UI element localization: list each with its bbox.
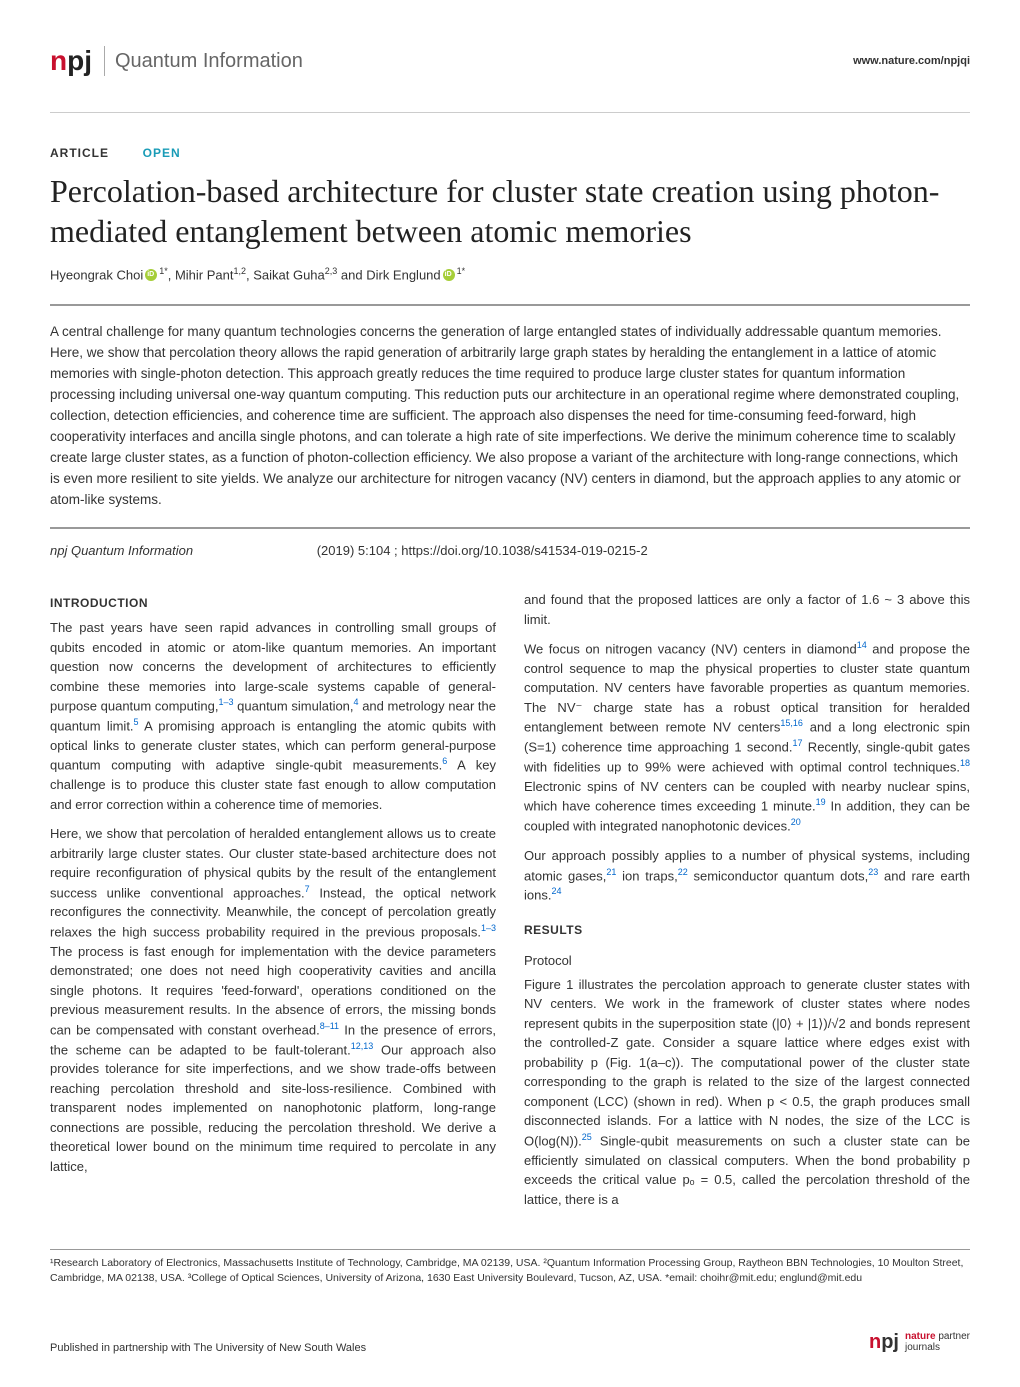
author-affil-sup: 1,2 (233, 266, 246, 276)
citation-ref: 23 (868, 867, 878, 877)
body-paragraph: We focus on nitrogen vacancy (NV) center… (524, 639, 970, 836)
author-list: Hyeongrak Choi1*, Mihir Pant1,2, Saikat … (50, 265, 970, 285)
affiliations: ¹Research Laboratory of Electronics, Mas… (50, 1249, 970, 1286)
header-divider (50, 112, 970, 113)
citation-ref: 24 (551, 886, 561, 896)
footer-npj-logo: npj (869, 1327, 899, 1357)
journal-logo: npj Quantum Information (50, 40, 303, 82)
body-paragraph: Here, we show that percolation of herald… (50, 824, 496, 1176)
body-paragraph: Figure 1 illustrates the percolation app… (524, 975, 970, 1209)
site-url: www.nature.com/npjqi (853, 53, 970, 70)
article-title: Percolation-based architecture for clust… (50, 171, 970, 251)
body-columns: INTRODUCTION The past years have seen ra… (50, 590, 970, 1219)
logo-npj: npj (50, 40, 92, 82)
subsection-heading-protocol: Protocol (524, 951, 970, 971)
orcid-icon (443, 269, 455, 281)
citation-ref: 20 (791, 817, 801, 827)
citation-ref: 25 (582, 1132, 592, 1142)
citation-ref: 1–3 (218, 697, 233, 707)
author-name: , Mihir Pant (168, 267, 234, 282)
article-label: ARTICLE (50, 146, 109, 160)
author-name: Hyeongrak Choi (50, 267, 143, 282)
orcid-icon (145, 269, 157, 281)
citation-ref: 15,16 (780, 718, 803, 728)
footer-partner-text: nature partnerjournals (905, 1331, 970, 1353)
citation-ref: 22 (678, 867, 688, 877)
citation-ref: 14 (857, 640, 867, 650)
page-footer: Published in partnership with The Univer… (50, 1327, 970, 1357)
section-heading-results: RESULTS (524, 921, 970, 939)
open-access-label: OPEN (143, 146, 181, 160)
body-paragraph: The past years have seen rapid advances … (50, 618, 496, 814)
logo-subtitle: Quantum Information (104, 46, 303, 76)
citation-ref: 18 (960, 758, 970, 768)
author-affil-sup: 2,3 (325, 266, 338, 276)
citation-ref: 19 (816, 797, 826, 807)
footer-logo: npj nature partnerjournals (869, 1327, 970, 1357)
citation-ref: 12,13 (351, 1041, 374, 1051)
author-name: , Saikat Guha (246, 267, 325, 282)
footer-left-text: Published in partnership with The Univer… (50, 1340, 366, 1357)
citation-ref: 8–11 (320, 1021, 339, 1031)
citation-details: (2019) 5:104 ; https://doi.org/10.1038/s… (317, 543, 648, 558)
body-paragraph: Our approach possibly applies to a numbe… (524, 846, 970, 905)
citation-ref: 17 (792, 738, 802, 748)
author-affil-sup: 1* (457, 266, 466, 276)
citation: npj Quantum Information (2019) 5:104 ; h… (50, 541, 970, 561)
citation-ref: 21 (606, 867, 616, 877)
citation-journal: npj Quantum Information (50, 543, 193, 558)
author-name: and Dirk Englund (337, 267, 440, 282)
author-affil-sup: 1* (159, 266, 168, 276)
page-header: npj Quantum Information www.nature.com/n… (50, 40, 970, 82)
article-type-row: ARTICLE OPEN (50, 143, 970, 163)
citation-ref: 1–3 (481, 923, 496, 933)
section-heading-introduction: INTRODUCTION (50, 594, 496, 612)
body-paragraph: and found that the proposed lattices are… (524, 590, 970, 629)
abstract: A central challenge for many quantum tec… (50, 304, 970, 528)
